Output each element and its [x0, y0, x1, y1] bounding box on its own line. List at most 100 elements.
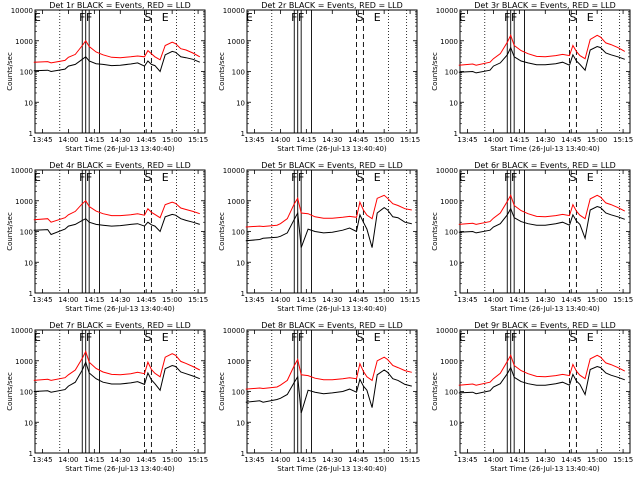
- x-tick-label: 14:00: [483, 136, 503, 144]
- x-tick-label: 14:00: [270, 456, 290, 464]
- y-tick-label: 1000: [227, 38, 245, 46]
- y-axis-label: Counts/sec: [431, 212, 439, 251]
- y-tick-label: 1: [241, 290, 245, 298]
- y-tick-label: 10: [449, 419, 458, 427]
- x-tick-label: 14:30: [535, 456, 555, 464]
- annotation-label: E: [246, 11, 253, 24]
- annotation-label: E: [587, 171, 594, 184]
- x-tick-label: 14:45: [348, 456, 368, 464]
- series-line-events: [458, 45, 625, 74]
- x-tick-label: 14:45: [348, 296, 368, 304]
- y-tick-label: 10000: [11, 7, 33, 15]
- annotation-label: S: [569, 331, 576, 344]
- annotation-label: E: [162, 331, 169, 344]
- y-tick-label: 100: [20, 229, 33, 237]
- panel-title: Det 8r BLACK = Events, RED = LLD: [261, 321, 403, 330]
- x-tick-label: 15:15: [400, 296, 420, 304]
- y-tick-label: 1: [29, 450, 33, 458]
- annotation-label: F: [504, 11, 510, 24]
- x-tick-label: 14:15: [509, 456, 529, 464]
- x-tick-label: 13:45: [457, 456, 477, 464]
- x-axis-label: Start Time (26-Jul-13 13:40:40): [277, 145, 387, 153]
- x-tick-label: 14:00: [270, 136, 290, 144]
- x-tick-label: 14:15: [509, 296, 529, 304]
- annotation-label: E: [162, 171, 169, 184]
- annotation-label: S: [144, 331, 151, 344]
- x-tick-label: 14:00: [483, 296, 503, 304]
- y-tick-label: 10000: [11, 327, 33, 335]
- plot-frame: [246, 329, 418, 454]
- series-line-events: [245, 369, 412, 414]
- x-tick-label: 14:00: [58, 136, 78, 144]
- panel-title: Det 1r BLACK = Events, RED = LLD: [49, 1, 191, 10]
- y-tick-label: 1000: [15, 38, 33, 46]
- y-tick-label: 10000: [436, 7, 458, 15]
- x-tick-label: 15:15: [613, 136, 633, 144]
- x-tick-label: 14:30: [110, 296, 130, 304]
- x-tick-label: 15:00: [162, 456, 182, 464]
- y-axis-label: Counts/sec: [6, 52, 14, 91]
- annotation-label: S: [356, 11, 363, 24]
- y-axis-label: Counts/sec: [431, 52, 439, 91]
- annotation-label: E: [459, 331, 466, 344]
- series-line-events: [33, 360, 200, 393]
- y-axis-label: Counts/sec: [218, 372, 226, 411]
- annotation-label: F: [291, 171, 297, 184]
- annotation-label: E: [459, 11, 466, 24]
- x-tick-label: 14:45: [561, 456, 581, 464]
- x-tick-label: 14:15: [84, 296, 104, 304]
- y-tick-label: 10: [24, 99, 33, 107]
- annotation-label: F: [86, 171, 92, 184]
- plot-frame: [246, 169, 418, 294]
- x-tick-label: 14:00: [58, 456, 78, 464]
- x-tick-label: 13:45: [457, 136, 477, 144]
- x-axis-label: Start Time (26-Jul-13 13:40:40): [490, 465, 600, 473]
- panel-title: Det 4r BLACK = Events, RED = LLD: [49, 161, 191, 170]
- y-tick-label: 100: [232, 389, 245, 397]
- y-tick-label: 1000: [15, 198, 33, 206]
- y-tick-label: 10: [236, 99, 245, 107]
- x-tick-label: 14:15: [509, 136, 529, 144]
- series-line-events: [33, 50, 200, 73]
- y-tick-label: 1: [241, 130, 245, 138]
- annotation-label: F: [291, 331, 297, 344]
- annotation-label: E: [34, 171, 41, 184]
- x-tick-label: 14:15: [84, 136, 104, 144]
- annotation-label: F: [291, 11, 297, 24]
- annotation-label: F: [511, 331, 517, 344]
- x-tick-label: 14:45: [136, 456, 156, 464]
- y-tick-label: 1000: [15, 358, 33, 366]
- x-tick-label: 14:45: [348, 136, 368, 144]
- y-axis-label: Counts/sec: [218, 212, 226, 251]
- x-tick-label: 15:15: [188, 136, 208, 144]
- y-tick-label: 100: [232, 69, 245, 77]
- x-tick-label: 15:15: [400, 136, 420, 144]
- annotation-label: E: [374, 171, 381, 184]
- y-tick-label: 10000: [223, 327, 245, 335]
- annotation-label: F: [298, 11, 304, 24]
- plot-frame: [246, 9, 418, 134]
- annotation-label: F: [79, 11, 85, 24]
- series-line-lld: [33, 350, 201, 381]
- x-tick-label: 13:45: [244, 136, 264, 144]
- y-tick-label: 1: [29, 130, 33, 138]
- x-axis-label: Start Time (26-Jul-13 13:40:40): [490, 145, 600, 153]
- series-line-lld: [33, 200, 200, 223]
- annotation-label: E: [587, 331, 594, 344]
- y-tick-label: 1: [454, 450, 458, 458]
- x-tick-label: 15:00: [587, 296, 607, 304]
- x-tick-label: 14:45: [561, 136, 581, 144]
- series-line-lld: [245, 194, 412, 228]
- annotation-label: F: [504, 171, 510, 184]
- annotation-label: F: [79, 171, 85, 184]
- x-tick-label: 15:00: [162, 136, 182, 144]
- y-tick-label: 1000: [440, 358, 458, 366]
- annotation-label: E: [162, 11, 169, 24]
- x-tick-label: 14:30: [110, 136, 130, 144]
- annotation-label: F: [79, 331, 85, 344]
- annotation-label: E: [374, 331, 381, 344]
- y-tick-label: 10: [236, 259, 245, 267]
- x-tick-label: 15:15: [188, 456, 208, 464]
